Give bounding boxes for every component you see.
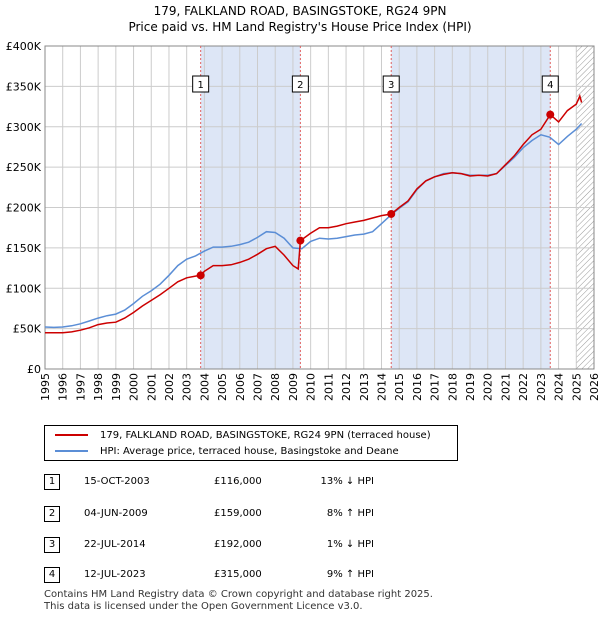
sale-point: [296, 236, 305, 245]
x-tick-label: 2025: [570, 373, 583, 401]
sale-point: [387, 209, 396, 218]
x-tick-label: 2013: [358, 373, 371, 401]
x-tick-label: 2019: [464, 373, 477, 401]
sale-point: [196, 271, 205, 280]
x-tick-label: 1996: [57, 373, 70, 401]
sale-hpi-diff: 1% ↓ HPI: [326, 539, 374, 550]
legend-label-hpi: HPI: Average price, terraced house, Basi…: [100, 446, 399, 457]
sale-date: 12-JUL-2023: [84, 569, 146, 580]
sale-hpi-diff: 8% ↑ HPI: [326, 508, 374, 519]
sale-number-badge: 2: [44, 506, 60, 522]
x-tick-label: 2010: [305, 373, 318, 401]
chart-subtitle: Price paid vs. HM Land Registry's House …: [128, 20, 472, 34]
x-tick-label: 2014: [375, 373, 388, 401]
y-tick-label: £0: [27, 363, 41, 376]
sale-price: £192,000: [214, 539, 262, 550]
sale-marker-number: 1: [197, 80, 203, 91]
sale-hpi-diff: 9% ↑ HPI: [326, 569, 374, 580]
sale-price: £315,000: [214, 569, 262, 580]
legend-swatch-hpi: [55, 450, 88, 452]
sale-price: £116,000: [214, 476, 262, 487]
sale-point: [546, 110, 555, 119]
sale-marker-number: 3: [388, 80, 394, 91]
y-tick-label: £350K: [6, 80, 42, 93]
chart-legend: 179, FALKLAND ROAD, BASINGSTOKE, RG24 9P…: [44, 425, 458, 461]
x-tick-label: 2000: [128, 373, 141, 401]
sale-marker-number: 4: [547, 80, 553, 91]
x-tick-label: 2021: [499, 373, 512, 401]
sale-date: 15-OCT-2003: [84, 476, 150, 487]
footer-line: This data is licensed under the Open Gov…: [44, 601, 363, 612]
x-tick-label: 2020: [482, 373, 495, 401]
x-tick-label: 2003: [181, 373, 194, 401]
sale-price: £159,000: [214, 508, 262, 519]
x-tick-label: 2007: [252, 373, 265, 401]
y-tick-label: £250K: [6, 161, 42, 174]
y-tick-label: £200K: [6, 202, 42, 215]
footer-attribution: Contains HM Land Registry data © Crown c…: [44, 589, 433, 613]
y-tick-label: £50K: [13, 323, 42, 336]
x-tick-label: 2001: [145, 373, 158, 401]
sale-hpi-diff: 13% ↓ HPI: [320, 476, 374, 487]
x-tick-label: 1998: [92, 373, 105, 401]
chart-title: 179, FALKLAND ROAD, BASINGSTOKE, RG24 9P…: [153, 4, 447, 18]
x-tick-label: 2017: [429, 373, 442, 401]
y-tick-label: £300K: [6, 121, 42, 134]
x-tick-label: 2023: [535, 373, 548, 401]
property-price-line: [45, 93, 583, 334]
legend-item-hpi: HPI: Average price, terraced house, Basi…: [55, 445, 399, 459]
sale-date: 04-JUN-2009: [84, 508, 148, 519]
x-tick-label: 2009: [287, 373, 300, 401]
legend-label-property: 179, FALKLAND ROAD, BASINGSTOKE, RG24 9P…: [100, 430, 431, 441]
plot-frame: [44, 45, 595, 370]
sale-number-badge: 1: [44, 474, 60, 490]
x-tick-label: 2011: [322, 373, 335, 401]
sale-marker-badge: [291, 75, 309, 93]
footer-line: Contains HM Land Registry data © Crown c…: [44, 589, 433, 600]
legend-swatch-property: [55, 434, 88, 436]
x-tick-label: 1995: [39, 373, 52, 401]
x-tick-label: 2026: [588, 373, 600, 401]
x-tick-label: 2012: [340, 373, 353, 401]
x-tick-label: 2004: [198, 373, 211, 401]
legend-item-property: 179, FALKLAND ROAD, BASINGSTOKE, RG24 9P…: [55, 429, 431, 443]
x-tick-label: 1997: [74, 373, 87, 401]
x-tick-label: 2022: [517, 373, 530, 401]
sale-marker-number: 2: [297, 80, 303, 91]
y-tick-label: £100K: [6, 282, 42, 295]
sale-number-badge: 3: [44, 537, 60, 553]
x-tick-label: 2024: [553, 373, 566, 401]
x-tick-label: 2016: [411, 373, 424, 401]
x-tick-label: 2006: [234, 373, 247, 401]
sale-marker-badge: [382, 75, 400, 93]
price-chart: £0 £50K £100K £150K £200K £250K £300K £350K £400…: [6, 40, 600, 401]
sale-number-badge: 4: [44, 567, 60, 583]
x-tick-label: 2018: [446, 373, 459, 401]
x-tick-label: 2002: [163, 373, 176, 401]
x-tick-label: 2008: [269, 373, 282, 401]
y-tick-label: £400K: [6, 40, 42, 53]
x-tick-label: 2005: [216, 373, 229, 401]
sale-marker-badge: [541, 75, 559, 93]
y-tick-label: £150K: [6, 242, 42, 255]
sale-date: 22-JUL-2014: [84, 539, 146, 550]
x-tick-label: 1999: [110, 373, 123, 401]
x-tick-label: 2015: [393, 373, 406, 401]
sale-marker-badge: [192, 75, 210, 93]
